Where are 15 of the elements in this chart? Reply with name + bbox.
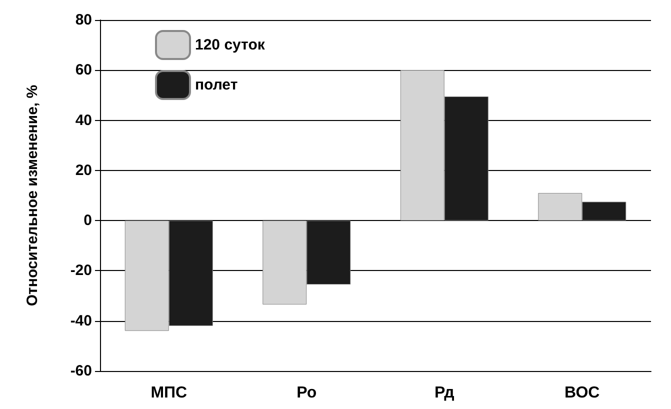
legend-label: 120 суток xyxy=(195,36,266,54)
x-tick-label: Ро xyxy=(296,384,317,402)
y-tick-label: 80 xyxy=(75,12,92,28)
y-tick-label: 0 xyxy=(84,212,92,230)
x-tick-label: МПС xyxy=(150,384,188,402)
y-tick-label: 60 xyxy=(75,62,92,79)
y-tick-label: -60 xyxy=(70,362,92,380)
legend-label: полет xyxy=(195,76,238,94)
y-tick-label: -20 xyxy=(70,262,92,280)
x-tick-label: ВОС xyxy=(564,384,600,402)
y-tick-label: -40 xyxy=(70,312,92,330)
y-tick-label: 40 xyxy=(75,112,92,129)
y-axis-title: Относительное изменение, % xyxy=(24,84,41,306)
y-tick-label: 20 xyxy=(75,162,92,179)
x-tick-label: Рд xyxy=(434,384,454,402)
